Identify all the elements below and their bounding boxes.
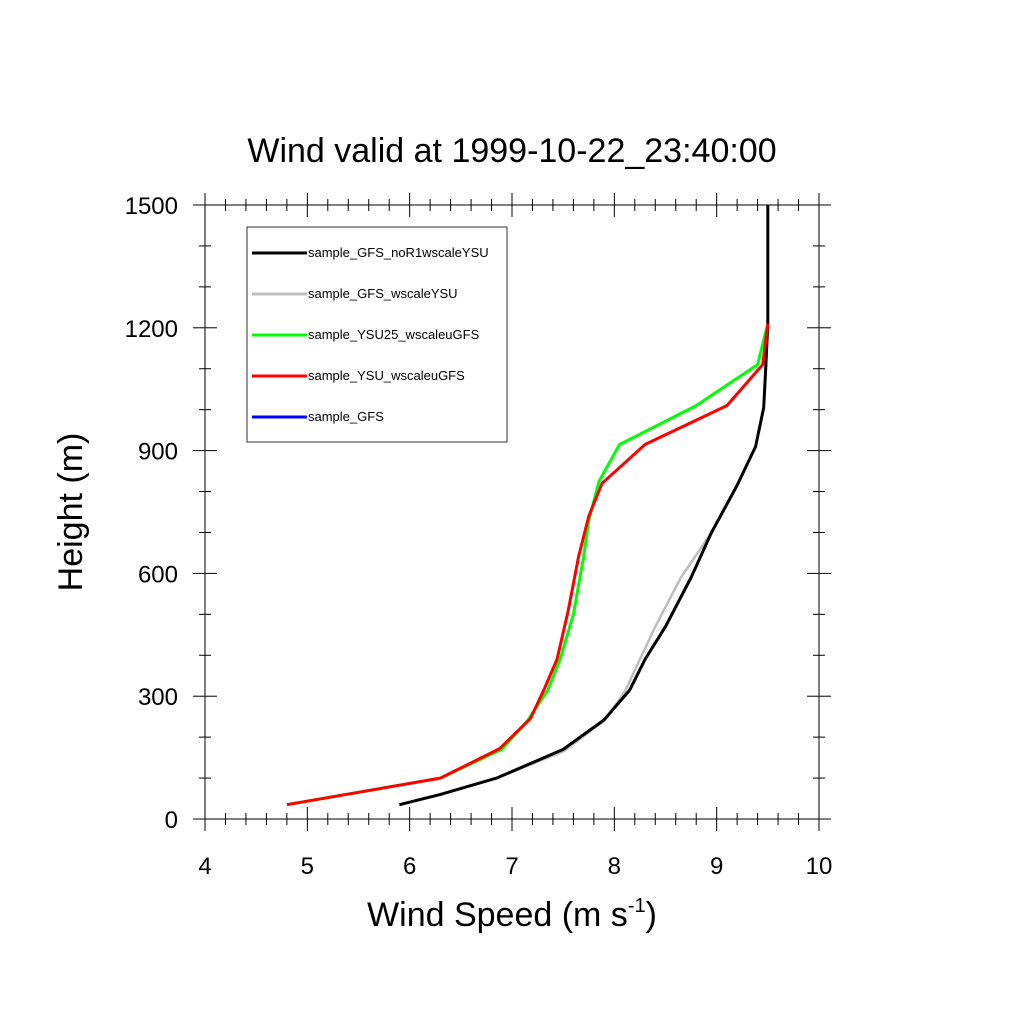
y-tick-label: 1200	[125, 316, 178, 343]
x-tick-label: 9	[710, 853, 723, 880]
x-tick-label: 8	[608, 853, 621, 880]
legend-label: sample_YSU_wscaleuGFS	[308, 368, 465, 383]
series-line-sample_GFS_noR1wscaleYSU	[399, 205, 770, 807]
y-axis-label: Height (m)	[52, 433, 90, 592]
x-tick-label: 5	[301, 853, 314, 880]
x-tick-label: 7	[505, 853, 518, 880]
x-tick-label: 4	[198, 853, 211, 880]
series-line-sample_YSU_wscaleuGFS	[286, 323, 770, 807]
plot-area: 4 5 6 7 8 9 10 0 300 600 900 1200 1500	[125, 193, 833, 880]
y-tick-label: 600	[138, 561, 178, 588]
chart-title: Wind valid at 1999-10-22_23:40:00	[247, 132, 776, 170]
legend-label: sample_GFS	[308, 409, 384, 424]
x-axis-label: Wind Speed (m s-1)	[367, 895, 657, 934]
x-tick-label: 6	[403, 853, 416, 880]
x-tick-label: 10	[806, 853, 833, 880]
y-tick-label: 1500	[125, 193, 178, 220]
y-tick-label: 300	[138, 684, 178, 711]
series-lines	[286, 205, 770, 807]
series-line-sample_YSU25_wscaleuGFS	[286, 323, 770, 807]
legend-label: sample_YSU25_wscaleuGFS	[308, 327, 480, 342]
y-tick-label: 0	[165, 807, 178, 834]
legend-label: sample_GFS_noR1wscaleYSU	[308, 245, 489, 260]
legend-label: sample_GFS_wscaleYSU	[308, 286, 458, 301]
y-tick-label: 900	[138, 439, 178, 466]
legend: sample_GFS_noR1wscaleYSU sample_GFS_wscal…	[246, 226, 508, 443]
axis-ticks: 4 5 6 7 8 9 10 0 300 600 900 1200 1500	[125, 193, 833, 880]
